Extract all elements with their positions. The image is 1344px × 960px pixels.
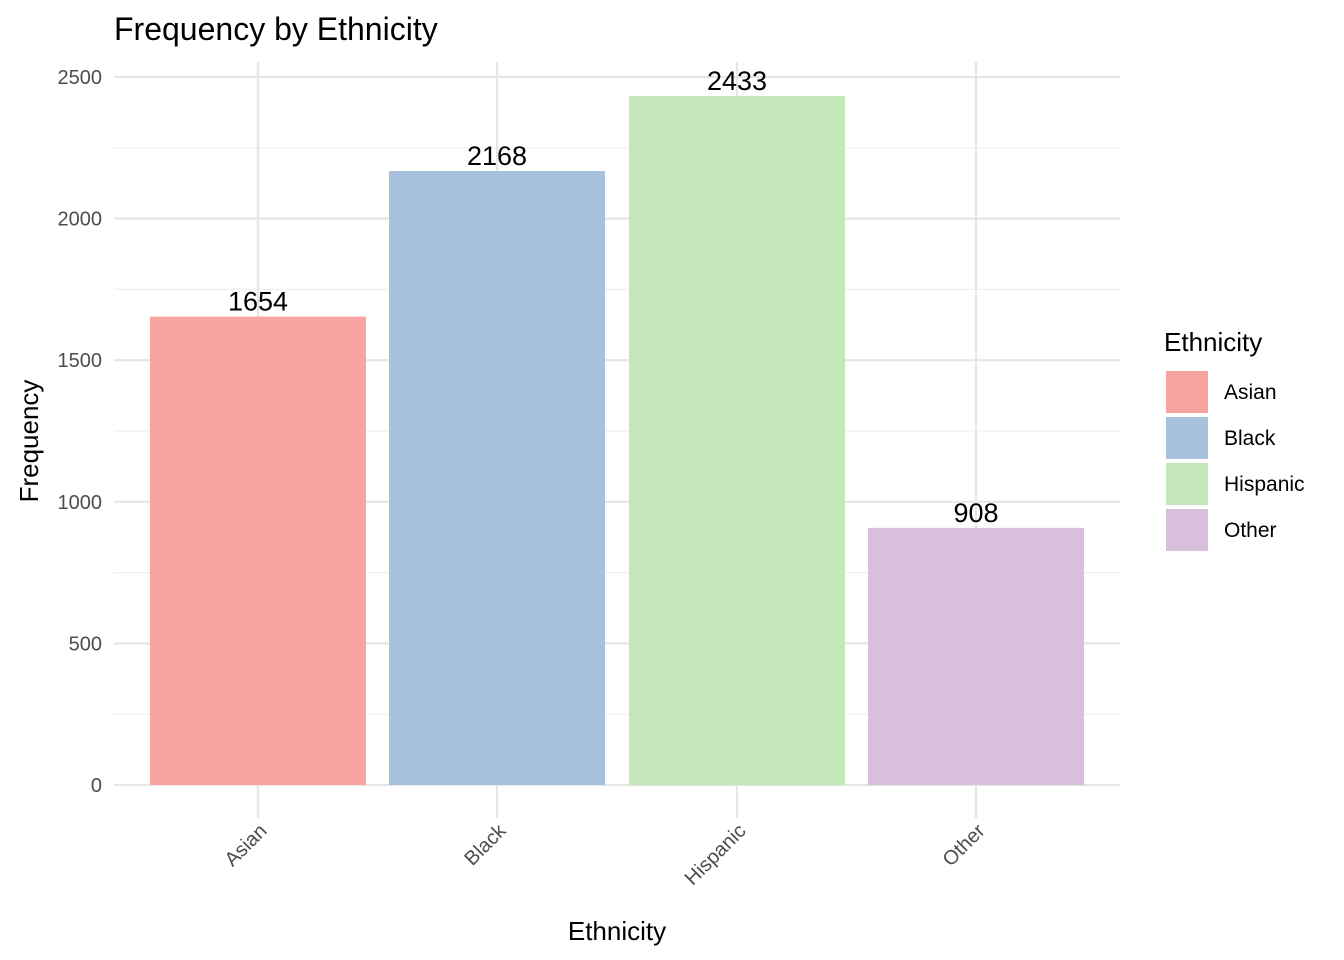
bar-black xyxy=(389,171,605,785)
x-tick-label-other: Other xyxy=(939,820,990,871)
bar-hispanic xyxy=(629,95,845,785)
data-label-asian: 1654 xyxy=(228,287,288,317)
bar-asian xyxy=(150,316,366,785)
data-label-hispanic: 2433 xyxy=(707,66,767,96)
data-label-black: 2168 xyxy=(467,141,527,171)
legend-label-asian: Asian xyxy=(1224,381,1277,404)
legend-title: Ethnicity xyxy=(1164,327,1262,357)
y-tick-label: 0 xyxy=(91,775,102,797)
legend-key-other xyxy=(1166,509,1208,551)
legend-label-black: Black xyxy=(1224,427,1276,450)
bars xyxy=(150,95,1084,785)
x-tick-label-black: Black xyxy=(460,819,511,870)
legend-label-hispanic: Hispanic xyxy=(1224,473,1305,496)
x-tick-label-hispanic: Hispanic xyxy=(681,820,751,890)
legend: Ethnicity Asian Black Hispanic Other xyxy=(1164,327,1305,551)
chart-title: Frequency by Ethnicity xyxy=(114,11,438,47)
x-axis-ticks: Asian Black Hispanic Other xyxy=(221,819,990,890)
legend-key-asian xyxy=(1166,371,1208,413)
x-axis-title: Ethnicity xyxy=(568,916,666,946)
legend-items: Asian Black Hispanic Other xyxy=(1166,371,1305,551)
data-labels: 1654 2168 2433 908 xyxy=(228,66,999,528)
y-tick-label: 1500 xyxy=(58,350,103,372)
legend-key-hispanic xyxy=(1166,463,1208,505)
y-axis-title: Frequency xyxy=(14,380,44,503)
x-tick-label-asian: Asian xyxy=(221,820,272,871)
y-tick-label: 2500 xyxy=(58,67,103,89)
data-label-other: 908 xyxy=(953,498,998,528)
legend-key-black xyxy=(1166,417,1208,459)
y-axis-ticks: 0 500 1000 1500 2000 2500 xyxy=(58,67,103,797)
y-tick-label: 1000 xyxy=(58,492,103,514)
y-tick-label: 2000 xyxy=(58,209,103,231)
bar-other xyxy=(868,527,1084,785)
y-tick-label: 500 xyxy=(69,633,102,655)
legend-label-other: Other xyxy=(1224,519,1277,542)
